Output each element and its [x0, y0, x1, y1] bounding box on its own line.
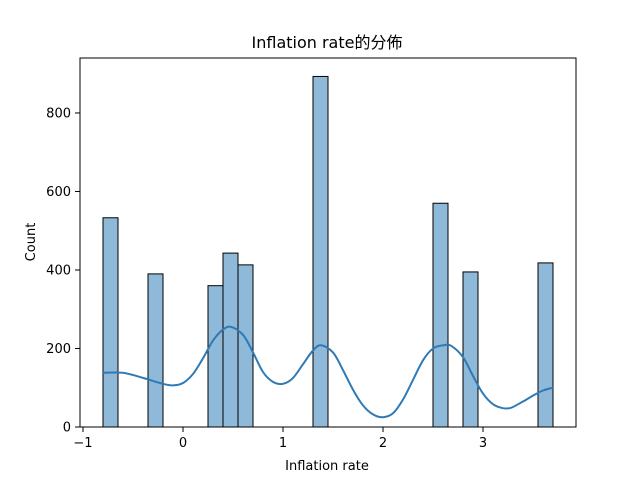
y-tick-label: 400 [46, 263, 71, 278]
kde-line [102, 325, 554, 419]
x-axis-label: Inflation rate [285, 459, 369, 474]
histogram-bar-1 [147, 273, 164, 428]
histogram-bar-3 [222, 252, 239, 428]
plot-frame [79, 57, 577, 428]
y-axis-ticks: 0 200 400 600 800 [46, 106, 80, 436]
histogram-bar-7 [462, 271, 479, 428]
histogram-bar-8 [537, 262, 554, 428]
histogram-bar-5 [312, 75, 329, 428]
x-axis-ticks: −1 0 1 2 3 [73, 427, 487, 451]
y-axis-label: Count [24, 223, 39, 262]
x-tick-label: −1 [73, 436, 92, 451]
histogram-bar-2 [207, 285, 224, 428]
y-tick-label: 800 [46, 106, 71, 121]
y-tick-label: 600 [46, 185, 71, 200]
y-tick-label: 0 [63, 421, 71, 436]
y-tick-label: 200 [46, 342, 71, 357]
x-tick-label: 1 [279, 436, 287, 451]
histogram-bar-6 [432, 202, 449, 428]
x-tick-label: 3 [479, 436, 487, 451]
x-tick-label: 2 [379, 436, 387, 451]
histogram-bar-0 [102, 217, 119, 428]
x-tick-label: 0 [179, 436, 187, 451]
chart-title: Inflation rate的分佈 [252, 33, 403, 52]
bars-group [102, 75, 554, 428]
